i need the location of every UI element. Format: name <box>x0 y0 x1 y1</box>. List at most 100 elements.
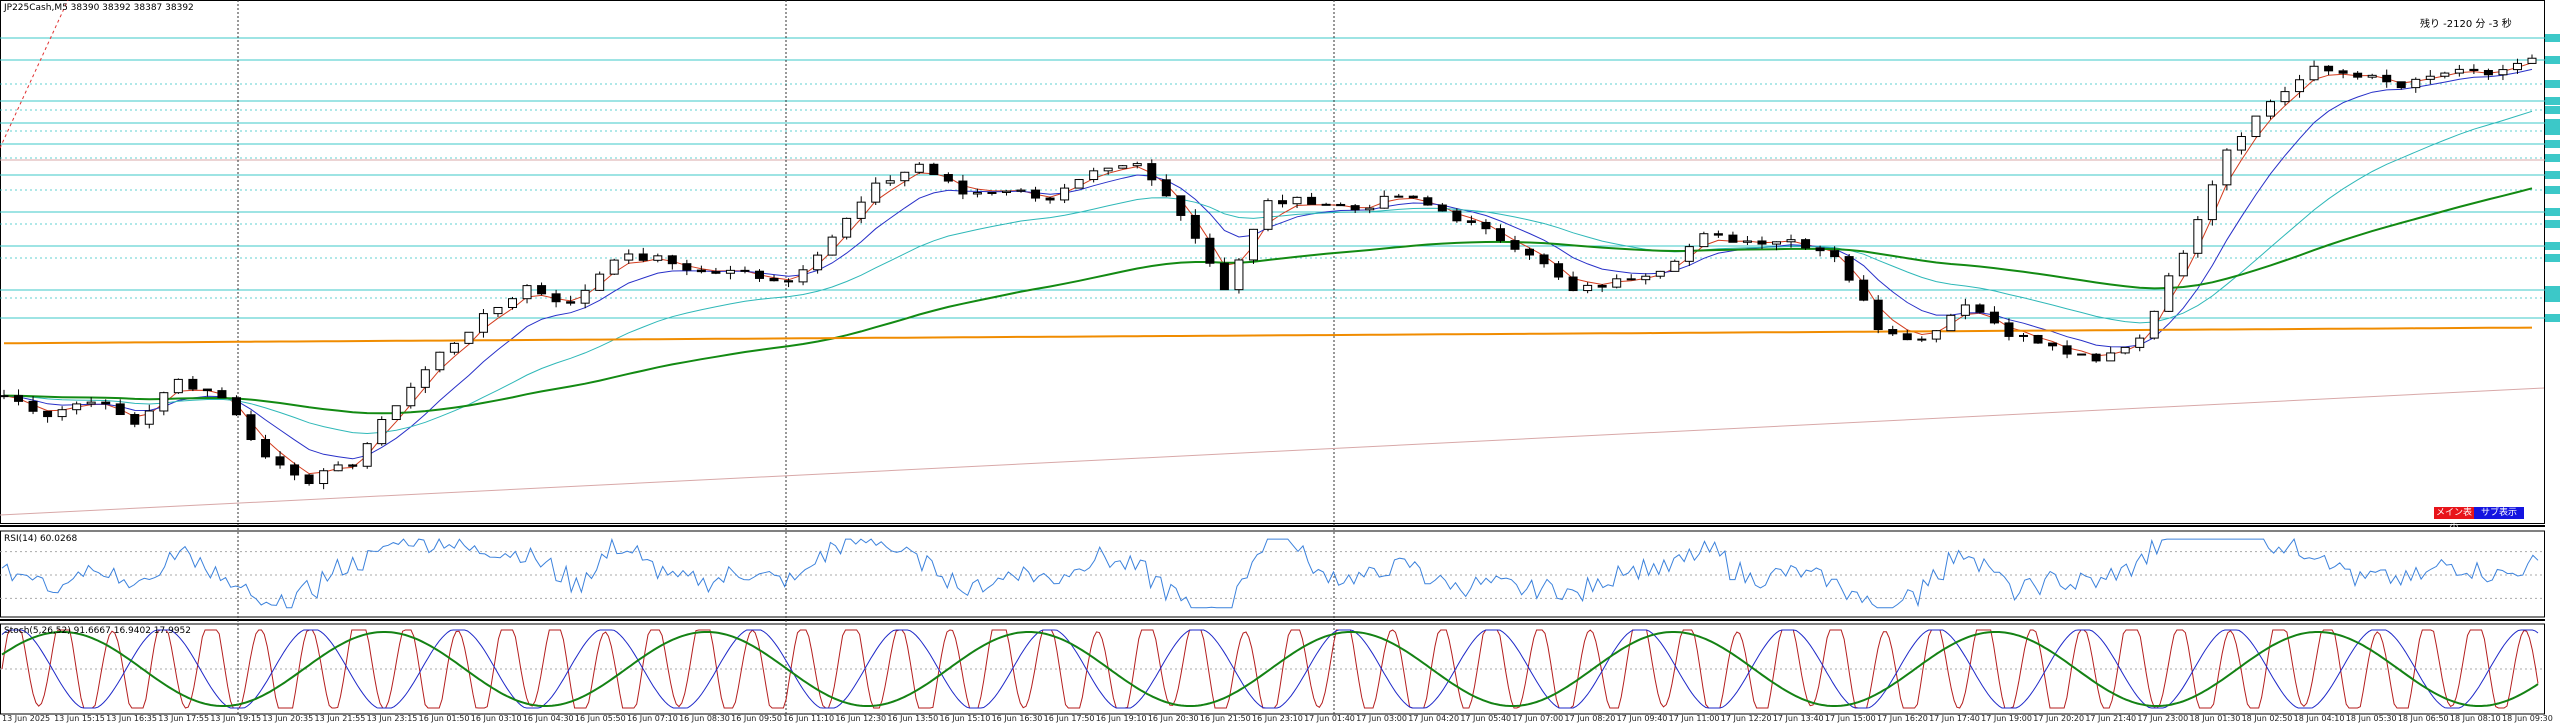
candle-body <box>2106 352 2116 362</box>
candle-body <box>1989 311 1999 324</box>
candle-body <box>958 180 968 195</box>
candle-body <box>101 401 111 405</box>
candle-body <box>1742 240 1752 243</box>
candle-body <box>1466 220 1476 223</box>
time-tick-label: 17 Jun 16:20 <box>1877 714 1928 723</box>
level-tag <box>2545 106 2560 114</box>
candle-body <box>653 255 663 261</box>
level-tag <box>2545 34 2560 42</box>
red-trendline[interactable] <box>0 0 69 149</box>
candle-body <box>798 269 808 283</box>
candle-body <box>609 259 619 275</box>
sub-display-button[interactable]: サブ表示 <box>2474 507 2524 519</box>
moving-averages <box>3 62 2533 475</box>
candle-body <box>2236 136 2246 151</box>
time-tick-label: 18 Jun 04:10 <box>2293 714 2345 723</box>
rsi-line[interactable] <box>1 537 2539 609</box>
candle-body <box>580 289 590 304</box>
ma-orange-line[interactable] <box>3 326 2533 345</box>
candle-body <box>420 369 430 388</box>
ma-mid-line[interactable] <box>3 68 2533 460</box>
rsi-lines <box>0 537 2545 609</box>
time-tick-label: 16 Jun 21:50 <box>1199 714 1251 723</box>
long-trendline[interactable] <box>0 387 2545 516</box>
main-display-button[interactable]: メイン表示 <box>2434 507 2474 530</box>
candle-body <box>2207 184 2217 221</box>
time-tick-label: 13 Jun 15:15 <box>54 714 105 723</box>
candle-body <box>57 409 67 418</box>
candle-body <box>1248 228 1258 261</box>
time-tick-label: 16 Jun 11:10 <box>783 714 835 723</box>
candle-body <box>449 342 459 353</box>
level-tag <box>2545 220 2560 228</box>
time-tick-label: 17 Jun 04:20 <box>1408 714 1460 723</box>
candle-body <box>1161 179 1171 197</box>
time-tick-label: 16 Jun 16:30 <box>991 714 1043 723</box>
candle-body <box>231 397 241 416</box>
candle-body <box>188 378 198 390</box>
stoch-signal-line[interactable] <box>1 629 2539 709</box>
candle-body <box>1074 179 1084 189</box>
candle-body <box>1641 275 1651 281</box>
candles <box>0 54 2537 490</box>
candle-body <box>261 439 271 458</box>
candle-body <box>1960 304 1970 316</box>
candle-body <box>1946 314 1956 332</box>
candle-body <box>1554 263 1564 278</box>
ma-long-line[interactable] <box>3 187 2533 415</box>
candle-body <box>1583 284 1593 292</box>
candle-body <box>2295 79 2305 93</box>
level-tag <box>2545 80 2560 88</box>
candle-body <box>1859 279 1869 301</box>
stoch-long-line[interactable] <box>1 631 2539 707</box>
candle-body <box>2062 345 2072 355</box>
candle-body <box>943 174 953 182</box>
candle-body <box>1118 165 1128 169</box>
candle-body <box>508 298 518 308</box>
candle-body <box>362 443 372 467</box>
time-tick-label: 16 Jun 23:10 <box>1252 714 1303 723</box>
day-separators <box>237 0 1335 714</box>
candle-body <box>319 470 329 485</box>
level-tag <box>2545 314 2560 322</box>
candle-body <box>1089 170 1099 181</box>
time-tick-label: 16 Jun 05:50 <box>574 714 626 723</box>
time-tick-label: 18 Jun 01:30 <box>2189 714 2241 723</box>
candle-body <box>551 293 561 303</box>
candle-body <box>711 271 721 274</box>
candle-body <box>246 414 256 441</box>
candle-body <box>14 395 24 402</box>
time-tick-label: 16 Jun 08:30 <box>679 714 730 723</box>
candle-body <box>1394 195 1404 198</box>
candle-body <box>464 331 474 344</box>
candle-body <box>1307 196 1317 205</box>
candle-body <box>1772 241 1782 245</box>
candle-body <box>43 410 53 418</box>
time-tick-label: 18 Jun 02:50 <box>2241 714 2293 723</box>
time-tick-label: 17 Jun 03:00 <box>1356 714 1407 723</box>
time-tick-label: 17 Jun 12:20 <box>1720 714 1772 723</box>
candle-body <box>885 180 895 184</box>
candle-body <box>159 392 169 412</box>
candle-body <box>1626 278 1636 281</box>
time-tick-label: 13 Jun 19:15 <box>210 714 262 723</box>
level-tag <box>2545 127 2560 135</box>
candle-body <box>537 285 547 295</box>
candle-body <box>2411 78 2421 89</box>
candle-body <box>987 191 997 194</box>
candle-body <box>1655 270 1665 277</box>
candle-body <box>391 405 401 421</box>
level-tag <box>2545 97 2560 105</box>
candle-body <box>1612 278 1622 288</box>
time-tick-label: 18 Jun 08:10 <box>2449 714 2501 723</box>
time-tick-label: 18 Jun 06:50 <box>2397 714 2449 723</box>
rsi-label: RSI(14) 60.0268 <box>4 534 78 544</box>
candle-body <box>522 285 532 300</box>
candle-body <box>682 263 692 271</box>
candle-body <box>1568 276 1578 292</box>
candle-body <box>1263 200 1273 230</box>
time-tick-label: 13 Jun 21:55 <box>314 714 366 723</box>
candle-body <box>1045 197 1055 201</box>
ma-fast-line[interactable] <box>3 62 2533 475</box>
